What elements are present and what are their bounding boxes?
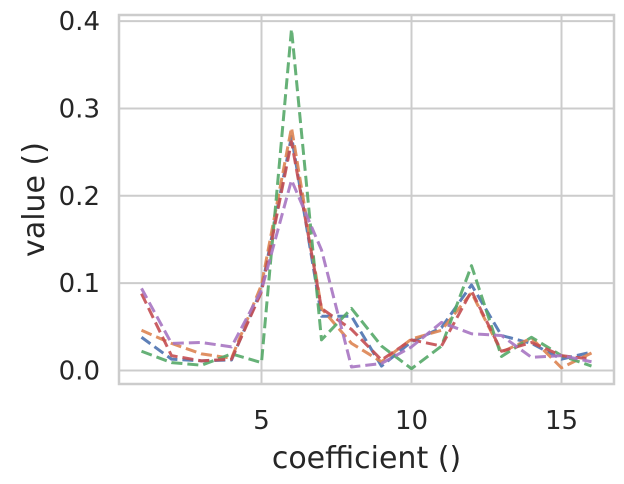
x-tick-label: 5 <box>253 406 270 436</box>
x-axis-label: coefficient () <box>272 441 461 476</box>
y-tick-labels: 0.0 0.1 0.2 0.3 0.4 <box>59 7 100 386</box>
y-tick-label: 0.0 <box>59 356 100 386</box>
series-lines <box>140 27 593 371</box>
grid <box>119 15 614 384</box>
plot-frame <box>117 13 616 386</box>
y-tick-label: 0.1 <box>59 269 100 299</box>
series-line-3 <box>140 27 592 371</box>
y-axis-label: value () <box>17 142 52 257</box>
series-line-2 <box>140 126 593 370</box>
x-tick-labels: 5 10 15 <box>253 406 578 436</box>
x-tick-label: 10 <box>395 406 428 436</box>
y-tick-label: 0.4 <box>59 7 100 37</box>
series-line-1 <box>140 134 592 368</box>
y-tick-label: 0.2 <box>59 182 100 212</box>
series-line-5 <box>140 178 592 369</box>
x-tick-label: 15 <box>545 406 578 436</box>
y-tick-label: 0.3 <box>59 94 100 124</box>
